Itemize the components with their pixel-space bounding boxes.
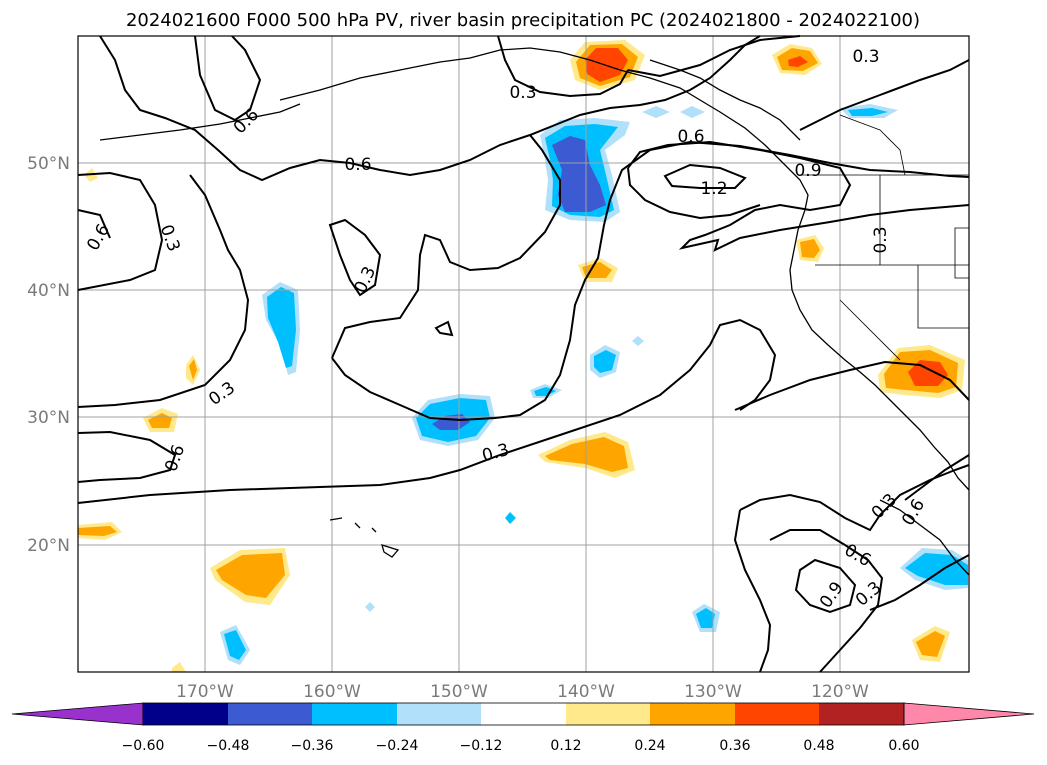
colorbar-frame [142,702,905,726]
colorbar: −0.60 −0.48 −0.36 −0.24 −0.12 0.12 0.24 … [11,702,1035,754]
colorbar-tick-label: −0.48 [207,738,250,754]
pos-region-hawaii-west-mid [216,553,285,598]
lon-label: 130°W [684,682,742,702]
colorbar-tick-label: 0.36 [719,738,750,754]
neg-region-dot-5 [632,336,644,346]
lat-label: 50°N [27,154,70,174]
neg-region-central-mid [267,287,296,368]
colorbar-extend-max [903,702,1035,726]
lon-label: 160°W [303,682,361,702]
colorbar-bin [228,703,312,725]
colorbar-tick-label: 0.12 [550,738,581,754]
colorbar-tick-label: −0.36 [291,738,334,754]
pv-contours [77,35,970,673]
colorbar-bin [143,703,228,725]
colorbar-bin [650,703,735,725]
contour-label: 1.2 [700,179,727,199]
pos-region-california-strong [908,360,948,386]
colorbar-bin [819,703,904,725]
colorbar-tick-label: −0.60 [122,738,165,754]
neg-region-bc-mid [848,108,888,116]
neg-region-dot-3 [505,512,516,524]
lon-label: 140°W [557,682,615,702]
neg-region-south-small-mid [696,608,715,628]
contour-label: 0.3 [852,47,879,67]
pos-region-oregon-mid [800,239,820,258]
colorbar-bin [735,703,819,725]
lon-label: 150°W [430,682,488,702]
contour-label: 0.6 [344,155,371,175]
pos-region-bottom-left [172,662,186,672]
pos-region-dateline-mid [78,526,117,536]
colorbar-tick-label: 0.60 [888,738,919,754]
neg-region-gulf-strong [552,136,606,212]
colorbar-bin [312,703,397,725]
pos-region-baja-mid [916,631,945,657]
neg-region-mexico-mid [905,553,968,585]
contour-label: 0.9 [794,161,821,181]
colorbar-bin [397,703,481,725]
longitude-labels: 170°W 160°W 150°W 140°W 130°W 120°W [176,682,869,702]
lon-label: 120°W [811,682,869,702]
neg-region-dot-1 [642,106,670,118]
colorbar-tick-label: −0.12 [460,738,503,754]
colorbar-tick-label: 0.24 [634,738,665,754]
coastlines [99,47,970,576]
lat-label: 40°N [27,281,70,301]
lat-label: 30°N [27,408,70,428]
colorbar-bin [481,703,566,725]
map-title: 2024021600 F000 500 hPa PV, river basin … [126,10,920,31]
contour-label: 0.6 [677,127,704,147]
neg-region-small-a-mid [594,350,616,373]
map-area [78,36,969,672]
map-frame [77,35,970,673]
latitude-labels: 50°N 40°N 30°N 20°N [27,154,70,556]
neg-region-dot-4 [365,602,375,612]
colorbar-bin [566,703,650,725]
lat-label: 20°N [27,536,70,556]
contour-label: 0.3 [871,226,891,253]
lon-label: 170°W [176,682,234,702]
contour-label: 0.3 [509,83,536,103]
neg-region-dot-2 [680,106,705,118]
colorbar-tick-label: −0.24 [376,738,419,754]
colorbar-tick-label: 0.48 [803,738,834,754]
colorbar-extend-min [11,702,144,726]
pos-region-yukon-strong [788,56,808,67]
pos-region-small-1-mid [189,359,197,380]
neg-region-south-strong [432,414,470,430]
neg-region-sw-mid [224,630,246,660]
